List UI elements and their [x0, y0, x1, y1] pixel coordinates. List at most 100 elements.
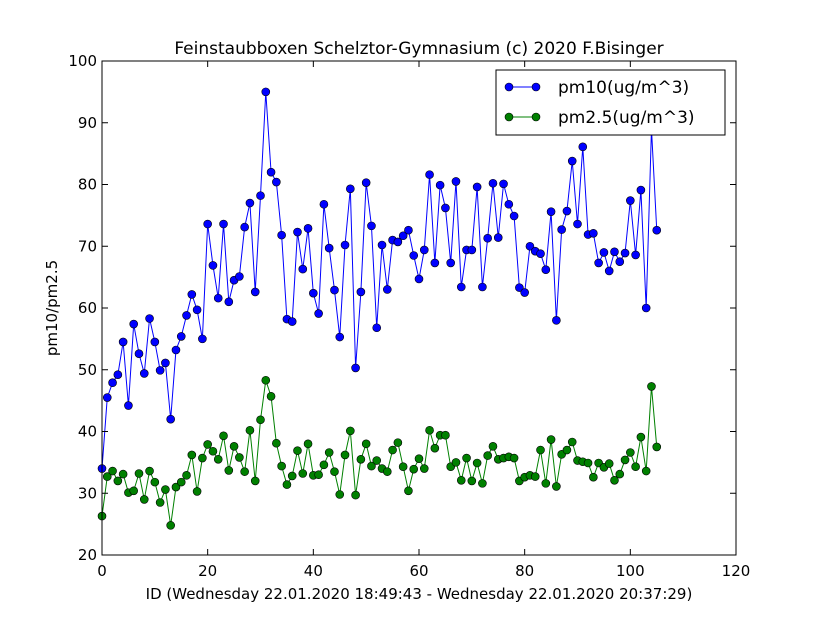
data-point-pm10 — [620, 248, 630, 258]
y-axis-label: pm10/pm2.5 — [43, 260, 61, 356]
data-point-pm25 — [641, 466, 651, 476]
data-point-pm10 — [272, 177, 281, 187]
x-tick-label: 80 — [515, 562, 534, 580]
data-point-pm25 — [102, 472, 112, 481]
data-point-pm10 — [541, 265, 551, 275]
data-point-pm10 — [314, 309, 323, 318]
data-point-pm10 — [261, 87, 271, 97]
data-point-pm10 — [266, 167, 276, 177]
data-point-pm25 — [467, 476, 477, 486]
data-point-pm10 — [166, 414, 175, 424]
data-point-pm10 — [425, 170, 434, 179]
data-point-pm25 — [425, 425, 434, 435]
data-point-pm25 — [298, 469, 308, 478]
data-point-pm10 — [361, 178, 371, 187]
data-point-pm10 — [330, 285, 339, 295]
data-point-pm10 — [171, 345, 181, 355]
data-point-pm10 — [245, 198, 255, 208]
chart-title: Feinstaubboxen Schelztor-Gymnasium (c) 2… — [174, 39, 663, 59]
data-point-pm25 — [367, 461, 376, 471]
data-point-pm10 — [478, 282, 487, 292]
x-axis-label: ID (Wednesday 22.01.2020 18:49:43 - Wedn… — [146, 585, 693, 603]
data-point-pm25 — [631, 462, 640, 472]
data-point-pm10 — [615, 257, 625, 266]
data-point-pm10 — [594, 258, 603, 268]
data-point-pm10 — [567, 156, 577, 166]
data-point-pm10 — [599, 248, 609, 257]
data-point-pm25 — [483, 451, 492, 460]
data-point-pm10 — [546, 207, 556, 216]
data-point-pm10 — [372, 323, 382, 333]
y-tick-label: 70 — [78, 237, 97, 255]
data-point-pm25 — [314, 470, 323, 480]
y-tick-label: 60 — [78, 299, 97, 317]
data-point-pm25 — [134, 469, 144, 478]
data-point-pm25 — [509, 453, 519, 463]
data-point-pm10 — [631, 250, 640, 260]
data-point-pm25 — [282, 480, 292, 489]
data-point-pm10 — [192, 305, 202, 315]
data-point-pm10 — [589, 228, 598, 238]
data-point-pm10 — [187, 290, 197, 299]
data-point-pm25 — [382, 467, 392, 476]
data-point-pm25 — [647, 382, 656, 391]
data-point-pm10 — [203, 219, 212, 229]
data-point-pm10 — [451, 177, 461, 186]
data-point-pm10 — [161, 358, 170, 368]
y-tick-label: 80 — [78, 176, 97, 194]
data-point-pm10 — [509, 211, 519, 221]
data-point-pm10 — [139, 369, 149, 378]
axis-ticks — [101, 60, 737, 556]
data-point-pm10 — [224, 297, 234, 307]
x-tick-label: 100 — [616, 562, 645, 580]
data-point-pm10 — [129, 319, 138, 329]
data-point-pm10 — [525, 241, 535, 251]
data-point-pm25 — [171, 482, 181, 492]
data-point-pm25 — [478, 479, 487, 488]
data-point-pm10 — [213, 293, 223, 303]
data-point-pm25 — [118, 469, 128, 479]
data-point-pm25 — [293, 446, 302, 455]
data-point-pm25 — [219, 431, 228, 441]
data-point-pm10 — [404, 225, 413, 235]
x-tick-label: 20 — [198, 562, 217, 580]
data-point-pm25 — [472, 458, 482, 468]
data-point-pm10 — [309, 288, 318, 298]
data-point-pm10 — [134, 349, 144, 358]
data-point-pm25 — [224, 466, 234, 475]
data-point-pm10 — [520, 288, 529, 297]
data-point-pm25 — [404, 486, 413, 496]
data-point-pm25 — [626, 448, 635, 457]
y-tick-label: 40 — [78, 423, 97, 441]
data-point-pm25 — [451, 458, 461, 467]
data-point-pm25 — [319, 460, 329, 470]
x-tick-label: 120 — [722, 562, 751, 580]
data-point-pm10 — [483, 233, 492, 243]
y-tick-label: 100 — [68, 52, 97, 70]
data-point-pm10 — [335, 332, 345, 342]
data-point-pm25 — [245, 425, 255, 435]
x-tick-labels: 0 20 40 60 80 100 120 — [97, 562, 750, 580]
data-point-pm25 — [139, 495, 149, 504]
data-point-pm25 — [129, 486, 138, 496]
data-point-pm10 — [472, 182, 482, 192]
data-point-pm25 — [552, 482, 561, 491]
data-point-pm10 — [351, 363, 360, 373]
data-point-pm25 — [256, 415, 265, 425]
data-point-pm10 — [414, 274, 424, 284]
legend-label-pm10: pm10(ug/m^3) — [558, 78, 689, 98]
data-point-pm10 — [293, 227, 302, 237]
data-point-pm25 — [652, 442, 662, 452]
data-point-pm10 — [446, 258, 456, 268]
data-point-pm10 — [108, 378, 117, 388]
data-point-pm10 — [536, 249, 545, 258]
data-point-pm25 — [250, 476, 260, 486]
data-point-pm25 — [419, 464, 429, 473]
data-point-pm10 — [219, 219, 228, 229]
data-point-pm10 — [182, 311, 191, 320]
data-point-pm10 — [124, 401, 133, 410]
data-point-pm25 — [488, 442, 498, 451]
data-point-pm10 — [250, 287, 260, 297]
data-point-pm10 — [382, 285, 392, 294]
